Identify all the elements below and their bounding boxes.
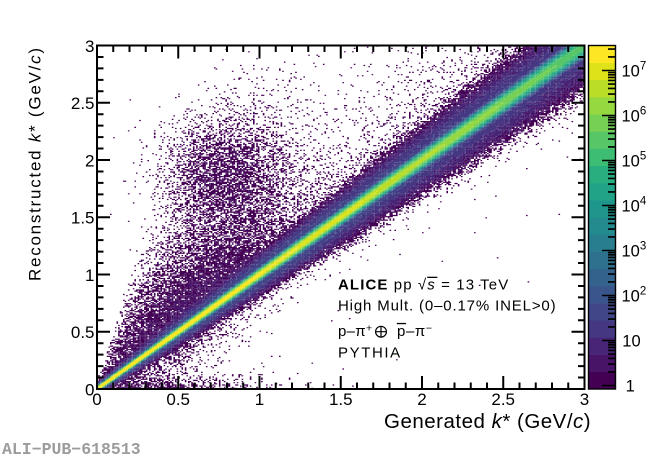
- svg-text:1.5: 1.5: [71, 209, 95, 228]
- svg-text:p–π+: p–π+: [338, 323, 372, 341]
- svg-text:2: 2: [85, 151, 94, 170]
- svg-text:3: 3: [85, 37, 94, 56]
- svg-text:2.5: 2.5: [71, 94, 95, 113]
- svg-text:1: 1: [255, 390, 264, 409]
- svg-text:3: 3: [580, 390, 589, 409]
- svg-text:2.5: 2.5: [491, 390, 515, 409]
- svg-text:ALICE pp √s = 13 TeV: ALICE pp √s = 13 TeV: [338, 277, 509, 294]
- svg-text:1: 1: [85, 266, 94, 285]
- svg-text:0: 0: [92, 390, 101, 409]
- svg-text:2: 2: [417, 390, 426, 409]
- svg-text:0.5: 0.5: [166, 390, 190, 409]
- svg-text:ALI−PUB−618513: ALI−PUB−618513: [2, 440, 141, 457]
- svg-text:Generated k* (GeV/c): Generated k* (GeV/c): [384, 410, 591, 433]
- svg-text:High Mult. (0–0.17% INEL>0): High Mult. (0–0.17% INEL>0): [338, 297, 556, 314]
- svg-text:0.5: 0.5: [71, 323, 95, 342]
- svg-text:p–π−: p–π−: [397, 323, 433, 341]
- svg-text:0: 0: [85, 380, 94, 399]
- svg-text:1: 1: [626, 378, 635, 396]
- svg-text:10: 10: [622, 332, 640, 350]
- svg-text:1.5: 1.5: [329, 390, 353, 409]
- svg-text:PYTHIA: PYTHIA: [338, 345, 402, 362]
- svg-text:Reconstructed k* (GeV/c): Reconstructed k* (GeV/c): [26, 46, 45, 281]
